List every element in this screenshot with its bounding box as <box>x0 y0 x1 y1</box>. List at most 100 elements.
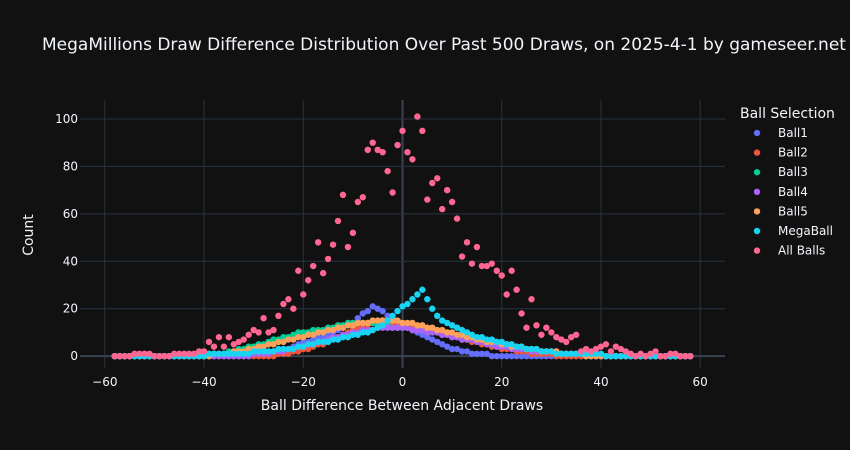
data-point <box>637 350 644 357</box>
data-points <box>111 113 694 360</box>
data-point <box>438 341 446 348</box>
data-point <box>473 350 481 357</box>
data-point <box>528 296 535 303</box>
data-point <box>483 336 491 343</box>
data-point <box>597 343 605 350</box>
data-point <box>419 286 426 293</box>
data-point <box>151 352 158 360</box>
data-point <box>493 352 500 360</box>
data-point <box>572 331 580 338</box>
data-point <box>503 291 510 298</box>
data-point <box>652 352 659 360</box>
data-point <box>319 338 327 346</box>
data-point <box>364 307 371 315</box>
data-point <box>577 348 585 355</box>
data-point <box>245 350 252 357</box>
data-point <box>141 350 148 357</box>
data-point <box>300 291 307 298</box>
data-point <box>260 348 267 355</box>
data-point <box>429 179 436 187</box>
data-point <box>558 336 565 343</box>
data-point <box>419 322 426 329</box>
data-point <box>344 333 352 341</box>
x-axis-title: Ball Difference Between Adjacent Draws <box>261 398 543 414</box>
data-point <box>339 324 347 331</box>
legend-title: Ball Selection <box>740 106 835 122</box>
data-point <box>245 345 252 353</box>
data-point <box>443 186 451 194</box>
data-point <box>314 239 322 246</box>
legend-item: Ball3 <box>778 165 808 179</box>
data-point <box>225 333 233 341</box>
data-point <box>379 148 386 156</box>
data-point <box>409 326 416 334</box>
data-point <box>429 336 436 343</box>
data-point <box>359 329 367 336</box>
data-point <box>309 341 317 348</box>
data-point <box>622 352 629 360</box>
data-point <box>607 352 615 360</box>
series-all-balls <box>111 113 694 360</box>
data-point <box>508 267 515 274</box>
data-point <box>523 352 530 360</box>
data-point <box>458 253 466 260</box>
data-point <box>414 326 421 334</box>
data-point <box>270 326 277 334</box>
data-point <box>483 262 491 270</box>
data-point <box>270 352 277 360</box>
data-point <box>205 350 213 357</box>
data-point <box>424 324 431 331</box>
data-point <box>582 350 590 357</box>
data-point <box>270 336 277 343</box>
data-point <box>409 156 416 163</box>
data-point <box>324 326 332 334</box>
y-tick-label: 60 <box>63 207 78 221</box>
data-point <box>448 198 456 206</box>
data-point <box>528 345 535 353</box>
data-point <box>399 127 406 135</box>
x-tick-label: −40 <box>191 375 216 389</box>
data-point <box>116 352 123 360</box>
data-point <box>424 333 431 341</box>
data-point <box>478 333 486 341</box>
x-tick-label: −20 <box>291 375 316 389</box>
data-point <box>235 338 242 346</box>
data-point <box>409 296 416 303</box>
data-point <box>339 191 347 199</box>
data-point <box>394 307 401 315</box>
data-point <box>349 331 357 338</box>
data-point <box>309 326 317 334</box>
data-point <box>314 338 322 346</box>
data-point <box>389 312 396 320</box>
data-point <box>642 352 649 360</box>
data-point <box>414 291 421 298</box>
data-point <box>438 205 446 213</box>
data-point <box>260 343 267 350</box>
data-point <box>582 345 590 353</box>
data-point <box>329 326 337 334</box>
data-point <box>200 352 208 360</box>
data-point <box>285 345 292 353</box>
data-point <box>290 345 297 353</box>
data-point <box>409 319 416 327</box>
data-point <box>290 331 297 338</box>
x-tick-label: −60 <box>92 375 117 389</box>
data-point <box>309 336 317 343</box>
data-point <box>597 350 605 357</box>
data-point <box>280 338 287 346</box>
data-point <box>126 352 133 360</box>
data-point <box>280 333 287 341</box>
data-point <box>146 350 153 357</box>
data-point <box>290 336 297 343</box>
data-point <box>280 345 287 353</box>
legend-marker <box>753 247 761 254</box>
data-point <box>434 326 441 334</box>
data-point <box>518 343 525 350</box>
data-point <box>300 333 307 341</box>
data-point <box>275 345 282 353</box>
data-point <box>468 331 476 338</box>
data-point <box>553 350 560 357</box>
data-point <box>617 352 625 360</box>
data-point <box>359 319 367 327</box>
